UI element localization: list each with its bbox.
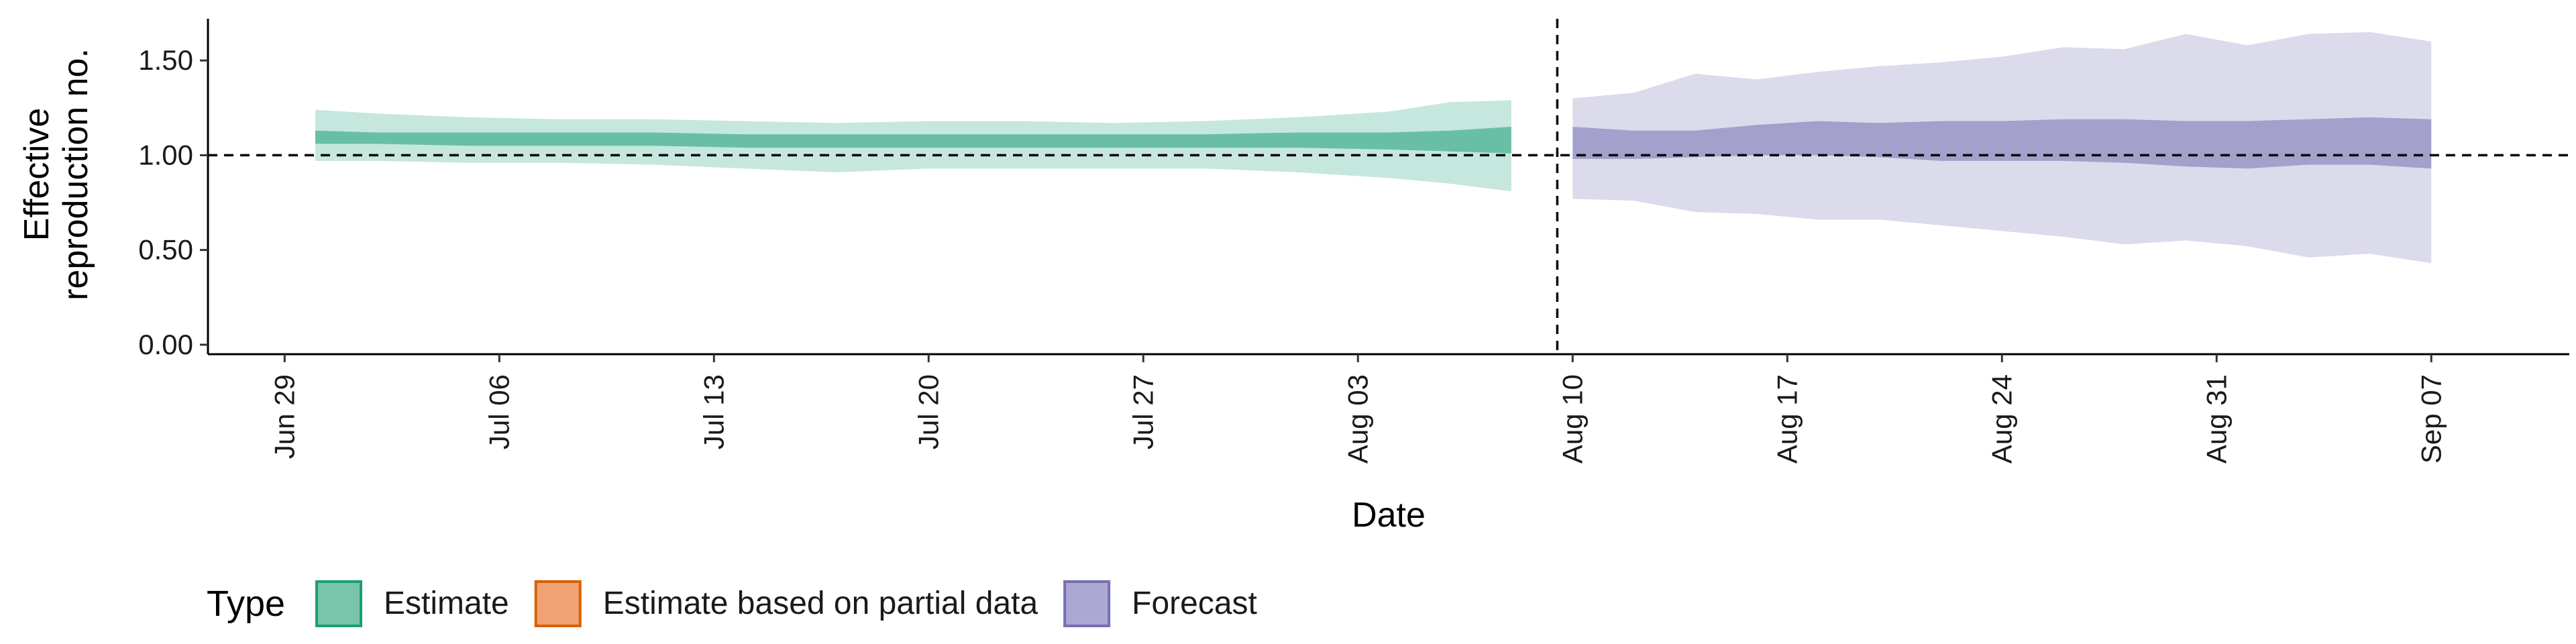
- x-tick-label: Jul 06: [483, 374, 515, 449]
- y-axis-title-line: Effective: [17, 108, 56, 241]
- y-tick-label: 0.50: [138, 234, 193, 266]
- y-tick-label: 1.00: [138, 139, 193, 170]
- forecast-inner-band: [1572, 117, 2432, 169]
- legend-label-forecast: Forecast: [1132, 586, 1257, 621]
- estimate-inner-band: [315, 127, 1511, 154]
- x-tick-label: Aug 03: [1342, 374, 1373, 464]
- y-tick-label: 0.00: [138, 329, 193, 360]
- x-tick-label: Jul 27: [1127, 374, 1159, 449]
- x-tick-label: Aug 10: [1556, 374, 1588, 464]
- y-tick-label: 1.50: [138, 44, 193, 76]
- y-axis-title-line: reproduction no.: [56, 48, 95, 301]
- x-tick-label: Aug 31: [2200, 374, 2232, 464]
- x-tick-label: Jul 13: [698, 374, 729, 449]
- x-axis-title: Date: [1352, 496, 1426, 535]
- x-tick-label: Aug 24: [1986, 374, 2017, 464]
- legend: Type Estimate Estimate based on partial da…: [207, 580, 1257, 627]
- plot-area: [208, 19, 2569, 354]
- x-tick-label: Aug 17: [1771, 374, 1803, 464]
- x-tick-label: Jun 29: [268, 374, 300, 459]
- y-axis-title: Effectivereproduction no.: [17, 48, 95, 301]
- axes: 0.00 0.50 1.00 1.50 Jun 29 Jul 06 Jul 13 Jul 20…: [17, 19, 2569, 535]
- legend-swatch-estimate-based-on-partial-data: [534, 580, 582, 627]
- legend-swatch-forecast: [1063, 580, 1111, 627]
- legend-label-estimate-based-on-partial-data: Estimate based on partial data: [603, 586, 1038, 621]
- legend-swatch-estimate: [315, 580, 362, 627]
- x-tick-label: Jul 20: [912, 374, 944, 449]
- legend-title: Type: [207, 584, 285, 624]
- legend-label-estimate: Estimate: [384, 586, 509, 621]
- x-tick-label: Sep 07: [2415, 374, 2447, 464]
